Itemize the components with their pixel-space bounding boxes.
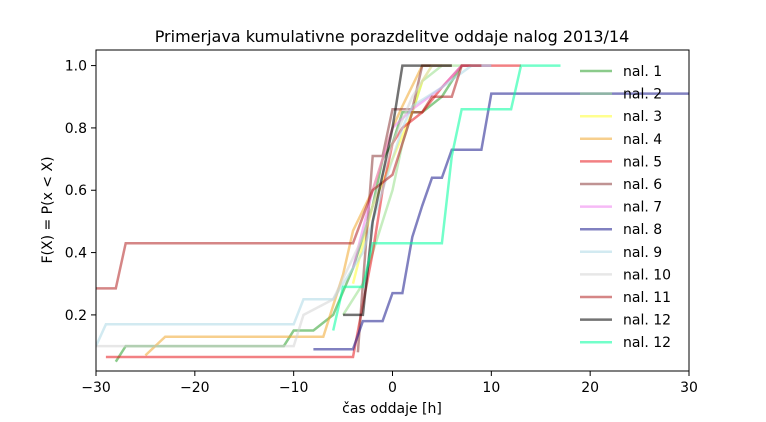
legend-label: nal. 5	[623, 154, 662, 170]
legend-label: nal. 10	[623, 267, 671, 283]
series-line-6	[356, 64, 452, 353]
y-axis-label: F(X) = P(x < X)	[40, 156, 56, 263]
x-axis: −30 −20 −10 0 10 20 30	[81, 371, 698, 396]
legend-label: nal. 3	[623, 109, 662, 125]
x-tick-label: 30	[680, 380, 698, 396]
series-line-1	[114, 64, 492, 363]
series-line-3	[351, 64, 452, 285]
series-layer	[96, 64, 689, 363]
legend-label: nal. 12	[623, 313, 671, 329]
x-tick-label: 10	[482, 380, 500, 396]
series-line-10	[96, 64, 452, 348]
series-line-12	[343, 64, 452, 317]
y-tick-label: 0.2	[65, 308, 87, 324]
legend-label: nal. 11	[623, 290, 671, 306]
x-axis-label: čas oddaje [h]	[342, 401, 442, 417]
x-tick-label: −20	[180, 380, 210, 396]
x-tick-label: 20	[581, 380, 599, 396]
series-line-11	[96, 64, 482, 290]
legend-label: nal. 6	[623, 177, 662, 193]
series-line-7	[351, 64, 492, 269]
series-line-8	[313, 92, 689, 351]
series-line-4	[144, 64, 442, 357]
legend: nal. 1 nal. 2 nal. 3 nal. 4 nal. 5 nal. 6 nal.…	[580, 64, 671, 351]
series-line-9	[96, 64, 492, 347]
y-axis: 0.2 0.4 0.6 0.8 1.0	[65, 59, 96, 324]
y-tick-label: 1.0	[65, 59, 87, 75]
legend-label: nal. 9	[623, 245, 662, 261]
legend-label: nal. 8	[623, 222, 662, 238]
legend-label: nal. 2	[623, 87, 662, 103]
x-tick-label: −30	[81, 380, 111, 396]
legend-label: nal. 1	[623, 64, 662, 80]
legend-label: nal. 7	[623, 200, 662, 216]
plot-frame	[95, 49, 690, 372]
x-tick-label: −10	[279, 380, 309, 396]
chart-title: Primerjava kumulativne porazdelitve odda…	[155, 27, 630, 46]
y-tick-label: 0.4	[65, 246, 87, 262]
y-tick-label: 0.8	[65, 121, 87, 137]
x-tick-label: 0	[388, 380, 397, 396]
series-line-13	[331, 64, 561, 331]
legend-label: nal. 4	[623, 132, 662, 148]
y-tick-label: 0.6	[65, 183, 87, 199]
legend-label: nal. 12	[623, 335, 671, 351]
series-line-5	[105, 64, 521, 359]
